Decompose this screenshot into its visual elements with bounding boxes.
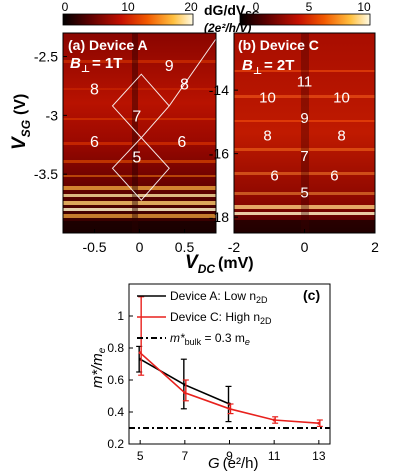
panel-a-ytick-label: -3.5 xyxy=(34,166,58,182)
panel-c-ytick-label: 0.4 xyxy=(107,405,124,419)
panel-b-xtick-label: 2 xyxy=(371,239,379,255)
heatmap-b: 11 10 10 9 8 8 7 6 6 5 (b) Device C B⊥ = 2T xyxy=(233,32,376,234)
diamond-label: 10 xyxy=(333,89,350,106)
colorbar-a: 0 10 20 xyxy=(62,0,198,26)
data-point xyxy=(138,351,142,355)
panel-c-ytick-label: 0.2 xyxy=(107,437,124,451)
diamond-label: 7 xyxy=(300,148,308,165)
data-point xyxy=(183,391,187,395)
heatmap-xlabel: VDC (mV) xyxy=(185,252,254,276)
diamond-label: 9 xyxy=(300,110,308,127)
diamond-label: 11 xyxy=(297,74,313,91)
panel-c-ytick-label: 0.6 xyxy=(107,373,124,387)
legend-entry: Device A: Low n2D xyxy=(170,289,268,305)
panel-a-axes: -0.5 0 0.5 -2.5 -3 -3.5 xyxy=(34,49,195,255)
heatmap-a: 98 876 65 (a) Device A B⊥ = 1T xyxy=(62,32,217,234)
panel-b-field: B⊥ = 2T xyxy=(242,57,294,77)
panel-a-xtick-label: 0 xyxy=(136,239,144,255)
colorbar-b-tick: 5 xyxy=(306,0,313,14)
panel-a-xtick-label: 0.5 xyxy=(175,239,195,255)
panel-c-xtick-label: 11 xyxy=(268,449,281,463)
panel-a-field: B⊥ = 1T xyxy=(70,55,122,75)
legend: Device A: Low n2D Device C: High n2D m*b… xyxy=(137,289,272,347)
legend-entry: Device C: High n2D xyxy=(170,310,272,326)
panel-c-xtick-label: 5 xyxy=(137,449,144,463)
colorbar-b-tick: 10 xyxy=(357,0,371,14)
legend-entry: m*bulk = 0.3 me xyxy=(170,331,250,347)
panel-b-ytick-label: -18 xyxy=(209,209,229,225)
diamond-label: 6 xyxy=(90,134,99,151)
diamond-label: 6 xyxy=(177,134,186,151)
diamond-label: 9 xyxy=(165,58,174,75)
panel-c-label: (c) xyxy=(303,287,320,303)
panel-b-xtick-label: -2 xyxy=(228,239,241,255)
panel-c-xtick-label: 13 xyxy=(312,449,326,463)
panel-c-xlabel: G (e²/h) xyxy=(208,455,259,472)
colorbar-b: 0 5 10 xyxy=(239,0,371,26)
diamond-label: 8 xyxy=(180,77,189,94)
colorbar-a-tick: 0 xyxy=(62,0,69,14)
diamond-label: 7 xyxy=(132,108,141,125)
colorbar-a-tick: 10 xyxy=(121,0,135,14)
panel-a-xtick-label: -0.5 xyxy=(82,239,106,255)
panel-c-ylabel: m*/me xyxy=(89,347,108,388)
diamond-label: 10 xyxy=(259,89,276,106)
diamond-label: 8 xyxy=(337,128,345,145)
data-point xyxy=(272,418,276,422)
panel-a-ytick-label: -3 xyxy=(46,107,59,123)
panel-a-ylabel: VSG(V) xyxy=(9,94,33,150)
panel-c-xtick-label: 7 xyxy=(181,449,188,463)
data-point xyxy=(228,407,231,411)
diamond-label: 5 xyxy=(300,185,308,202)
panel-c-plot xyxy=(128,283,331,445)
panel-a-label: (a) Device A xyxy=(68,37,148,53)
panel-a-ytick-label: -2.5 xyxy=(34,49,58,65)
diamond-label: 8 xyxy=(90,81,99,98)
panel-b-ytick-label: -14 xyxy=(209,82,229,98)
panel-b-label: (b) Device C xyxy=(238,37,319,53)
diamond-outline-a xyxy=(111,38,217,201)
panel-b-axes: -2 0 2 -14 -16 -18 xyxy=(209,82,379,255)
panel-b-ytick-label: -16 xyxy=(209,146,229,162)
data-point xyxy=(317,421,321,425)
colorbar-unit: (2e²/h/V) xyxy=(204,21,251,35)
panel-c-axes: 5 7 9 11 13 0.2 0.4 0.6 0.8 1 xyxy=(107,309,326,463)
panel-c-xtick-label: 9 xyxy=(226,449,233,463)
diamond-label: 6 xyxy=(270,167,278,184)
diamond-label: 6 xyxy=(330,167,338,184)
panel-b-xtick-label: 0 xyxy=(301,239,309,255)
panel-c-ytick-label: 1 xyxy=(117,309,124,323)
panel-c-ytick-label: 0.8 xyxy=(107,341,124,355)
colorbar-a-tick: 20 xyxy=(184,0,198,14)
diamond-label: 8 xyxy=(263,128,271,145)
colorbar-b-tick: 0 xyxy=(253,0,260,14)
diamond-label: 5 xyxy=(132,150,141,167)
